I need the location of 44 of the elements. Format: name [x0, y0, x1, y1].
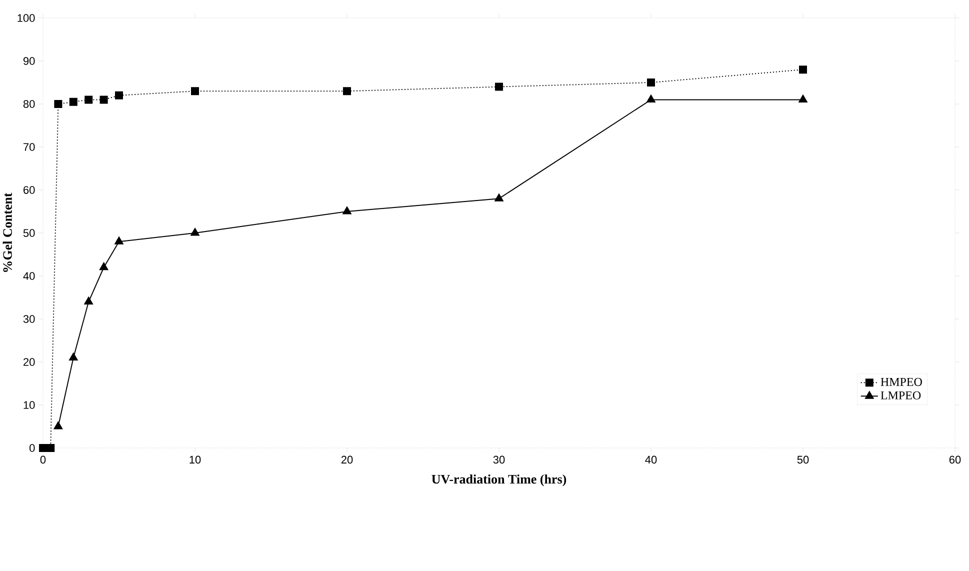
- legend-label: HMPEO: [880, 378, 922, 386]
- y-tick-label: 40: [23, 272, 35, 280]
- point: [647, 78, 656, 86]
- x-tick-label: 10: [190, 456, 201, 464]
- point: [115, 91, 124, 100]
- y-tick-label: 80: [23, 100, 35, 108]
- legend-label: LMPEO: [880, 391, 921, 400]
- point: [798, 94, 808, 102]
- point: [54, 422, 63, 430]
- point: [69, 352, 78, 360]
- y-tick-label: 20: [24, 358, 35, 366]
- y-tick-label: 30: [23, 315, 35, 323]
- point: [84, 296, 93, 305]
- point: [799, 66, 808, 74]
- y-tick-label: 90: [23, 57, 35, 65]
- point: [342, 206, 352, 214]
- x-tick-label: 50: [797, 456, 809, 464]
- y-axis-title: %Gel Content: [2, 192, 12, 272]
- point: [191, 87, 199, 96]
- y-tick-label: 100: [18, 14, 35, 22]
- y-tick-label: 10: [24, 401, 35, 409]
- point: [190, 228, 200, 236]
- x-tick-label: 0: [40, 456, 46, 464]
- x-tick-label: 30: [493, 456, 505, 464]
- point: [343, 87, 351, 96]
- point: [494, 194, 504, 202]
- x-tick-label: 20: [341, 456, 353, 464]
- point: [54, 100, 62, 108]
- x-tick-label: 60: [949, 456, 961, 464]
- point: [99, 262, 108, 270]
- y-tick-label: 70: [24, 143, 35, 151]
- y-tick-label: 50: [23, 229, 35, 237]
- point: [114, 236, 124, 244]
- y-tick-label: 0: [30, 444, 35, 452]
- x-tick-label: 40: [645, 456, 657, 464]
- point: [84, 96, 93, 104]
- y-tick-label: 60: [24, 186, 35, 194]
- x-axis-title: UV-radiation Time (hrs): [432, 474, 566, 486]
- point: [69, 98, 78, 106]
- point: [646, 94, 656, 102]
- point: [495, 82, 503, 91]
- point: [100, 96, 108, 104]
- point: [46, 444, 55, 452]
- point: [39, 444, 47, 452]
